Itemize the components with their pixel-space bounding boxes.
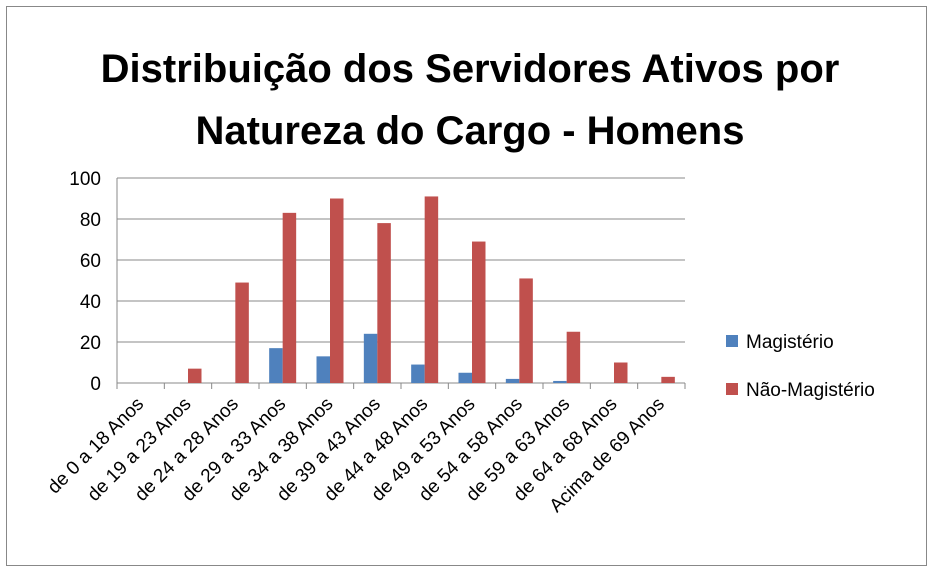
bar	[188, 368, 202, 383]
bar	[282, 212, 297, 383]
y-tick-label: 100	[69, 169, 101, 190]
chart-frame	[6, 6, 927, 566]
y-tick-label: 40	[80, 292, 101, 313]
chart-title: Distribuição dos Servidores Ativos por N…	[100, 47, 840, 153]
bar	[235, 282, 249, 383]
bar	[661, 376, 675, 383]
bar	[458, 372, 472, 383]
bar	[553, 380, 567, 383]
bar	[472, 241, 486, 383]
bar	[269, 348, 283, 383]
y-tick-label: 60	[80, 251, 101, 272]
legend-label: Não-Magistério	[746, 380, 875, 401]
y-tick-label: 0	[90, 374, 101, 395]
bar	[566, 331, 581, 383]
bar	[316, 356, 330, 383]
bar	[505, 378, 520, 383]
legend-swatch	[726, 383, 738, 395]
bar	[614, 362, 628, 383]
legend-label: Magistério	[746, 332, 834, 353]
bar	[330, 198, 344, 383]
legend-swatch	[726, 335, 738, 347]
bar	[424, 196, 439, 383]
bar	[377, 223, 391, 383]
y-tick-label: 20	[80, 333, 101, 354]
bar	[519, 278, 533, 383]
bar	[363, 333, 378, 383]
y-tick-label: 80	[80, 210, 101, 231]
bar	[411, 364, 425, 383]
